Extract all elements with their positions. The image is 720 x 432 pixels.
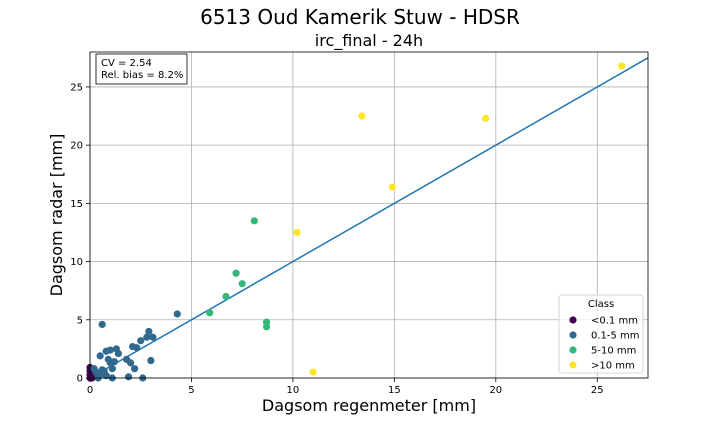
legend-label: 0.1-5 mm: [591, 331, 640, 342]
scatter-point: [108, 365, 116, 373]
y-tick-label: 25: [70, 82, 83, 93]
scatter-point: [133, 344, 141, 352]
scatter-point: [143, 333, 151, 341]
scatter-point: [147, 356, 155, 365]
reference-line: [89, 57, 649, 379]
legend-frame: [558, 294, 644, 374]
scatter-point: [98, 320, 106, 329]
legend-marker: [569, 346, 577, 354]
scatter-point: [206, 309, 214, 317]
scatter-point: [149, 333, 157, 341]
legend-marker: [569, 331, 577, 339]
legend: Class <0.1 mm 0.1-5 mm 5-10 mm >10 mm: [558, 294, 644, 374]
legend-marker: [569, 316, 577, 324]
legend-label: 5-10 mm: [591, 346, 636, 357]
legend-label: <0.1 mm: [591, 316, 638, 327]
x-axis-label: Dagsom regenmeter [mm]: [262, 396, 476, 415]
scatter-point: [102, 372, 110, 380]
scatter-point: [250, 217, 258, 225]
scatter-point: [232, 269, 240, 277]
scatter-point: [106, 346, 114, 354]
x-axis-ticks: 0 5 10 15 20 25: [87, 378, 604, 396]
scatter-point: [309, 368, 317, 376]
y-tick-label: 0: [77, 374, 83, 385]
scatter-point: [96, 352, 104, 360]
scatter-point: [131, 365, 139, 373]
scatter-point: [126, 359, 135, 367]
scatter-point: [388, 183, 396, 191]
legend-marker: [569, 361, 577, 369]
scatter-point: [124, 373, 133, 381]
x-tick-label: 5: [188, 385, 194, 396]
axes-title: irc_final - 24h: [315, 31, 423, 51]
y-tick-label: 20: [70, 141, 83, 152]
stats-rel-bias: Rel. bias = 8.2%: [101, 70, 183, 81]
legend-entries: <0.1 mm 0.1-5 mm 5-10 mm >10 mm: [569, 316, 640, 372]
scatter-point: [358, 112, 366, 120]
scatter-point: [110, 358, 118, 366]
scatter-point: [482, 114, 490, 122]
plot-area: [86, 51, 649, 382]
legend-title: Class: [588, 299, 614, 310]
stats-box-frame: [95, 53, 188, 85]
axes-frame: [89, 51, 649, 379]
x-tick-label: 0: [87, 385, 93, 396]
y-axis-label: Dagsom radar [mm]: [47, 134, 66, 297]
scatter-point: [262, 323, 271, 331]
scatter-point: [173, 310, 181, 318]
reference-line-layer: [89, 57, 649, 379]
figure-suptitle: 6513 Oud Kamerik Stuw - HDSR: [200, 5, 520, 29]
stats-box: CV = 2.54 Rel. bias = 8.2%: [95, 53, 188, 85]
scatter-point: [137, 337, 145, 345]
y-tick-label: 10: [70, 257, 83, 268]
y-tick-label: 15: [70, 199, 83, 210]
x-tick-label: 15: [388, 385, 401, 396]
legend-label: >10 mm: [591, 361, 635, 372]
stats-cv: CV = 2.54: [101, 58, 152, 69]
x-tick-label: 25: [591, 385, 604, 396]
scatter-point: [618, 62, 626, 70]
scatter-points: [86, 62, 626, 382]
scatter-point: [114, 349, 123, 358]
scatter-point: [238, 280, 246, 288]
scatter-point: [222, 292, 230, 301]
x-tick-label: 10: [287, 385, 300, 396]
x-tick-label: 20: [489, 385, 502, 396]
scatter-point: [145, 327, 153, 336]
y-tick-label: 5: [77, 315, 83, 326]
scatter-point: [293, 228, 301, 237]
y-axis-ticks: 0 5 10 15 20 25: [70, 82, 90, 385]
